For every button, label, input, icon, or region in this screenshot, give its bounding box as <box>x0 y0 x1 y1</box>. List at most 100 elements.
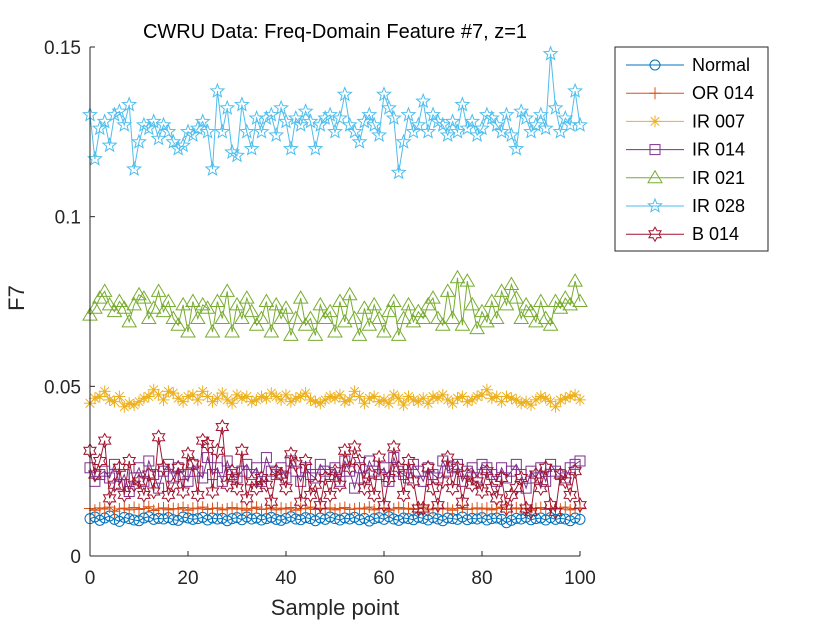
data-point <box>234 442 249 459</box>
data-point <box>485 503 498 516</box>
data-point <box>172 503 185 516</box>
data-point <box>319 393 332 406</box>
data-point <box>106 303 123 318</box>
data-point <box>238 290 255 304</box>
data-point <box>278 113 294 129</box>
data-point <box>196 385 209 398</box>
data-point <box>142 390 155 403</box>
data-point <box>128 398 141 411</box>
data-point <box>405 313 422 328</box>
data-point <box>509 480 524 497</box>
data-point <box>98 385 111 398</box>
data-point <box>405 123 422 139</box>
data-point <box>532 293 549 307</box>
data-point <box>260 452 272 464</box>
data-point <box>211 501 224 514</box>
y-tick-label: 0.1 <box>55 208 81 229</box>
data-point <box>243 140 260 156</box>
data-point <box>559 392 572 405</box>
data-point <box>180 324 196 338</box>
data-point <box>574 393 586 406</box>
data-point <box>263 106 280 122</box>
data-point <box>572 293 588 307</box>
legend-label: OR 014 <box>692 83 754 103</box>
x-tick-label: 0 <box>85 568 96 589</box>
data-point <box>170 140 187 156</box>
data-point <box>150 283 167 297</box>
data-point <box>297 317 314 331</box>
data-point <box>216 503 229 516</box>
data-point <box>434 317 451 331</box>
legend-label: IR 007 <box>692 111 745 131</box>
data-point <box>435 473 450 490</box>
data-point <box>221 515 233 527</box>
data-point <box>167 502 180 515</box>
legend: Normal OR 014 IR 007 IR 014 IR 021 IR 028 B 01… <box>614 46 769 252</box>
data-point <box>436 503 449 516</box>
data-point <box>498 296 515 311</box>
data-point <box>101 296 118 311</box>
data-point <box>307 140 324 156</box>
data-point <box>553 466 568 483</box>
data-point <box>363 501 376 514</box>
data-point <box>167 387 180 400</box>
data-point <box>338 501 351 514</box>
data-point <box>388 452 400 464</box>
data-point <box>500 390 513 403</box>
data-point <box>396 486 411 503</box>
data-point <box>523 303 539 318</box>
data-point <box>265 387 278 400</box>
data-point <box>209 82 226 98</box>
data-point <box>108 395 121 408</box>
x-axis-label: Sample point <box>271 595 399 620</box>
data-point <box>155 116 172 132</box>
data-point <box>274 466 289 483</box>
data-point <box>495 395 508 408</box>
data-point <box>573 497 587 514</box>
data-point <box>118 502 131 515</box>
data-point <box>377 497 391 514</box>
legend-label: IR 014 <box>692 140 745 160</box>
data-point <box>341 286 358 301</box>
data-point <box>309 395 322 408</box>
y-tick-label: 0.05 <box>44 377 81 398</box>
data-point <box>513 310 530 324</box>
data-point <box>152 388 165 401</box>
data-point <box>446 504 459 517</box>
data-point <box>234 310 250 324</box>
data-point <box>537 120 554 136</box>
data-point <box>113 390 126 403</box>
data-point <box>558 473 573 490</box>
data-point <box>562 296 579 311</box>
data-point <box>454 317 471 331</box>
data-point <box>518 296 534 311</box>
data-point <box>421 459 436 476</box>
data-point <box>185 456 200 473</box>
data-point <box>397 398 410 411</box>
y-tick-label: 0.15 <box>44 38 81 59</box>
data-point <box>324 390 337 403</box>
data-point <box>400 106 417 122</box>
data-point <box>446 397 459 410</box>
data-point <box>505 392 518 405</box>
data-point <box>515 397 528 410</box>
data-point <box>480 383 493 396</box>
data-point <box>410 303 427 318</box>
data-point <box>353 502 366 515</box>
data-point <box>352 452 367 470</box>
data-point <box>215 419 230 436</box>
data-point <box>474 303 490 318</box>
data-point <box>358 503 371 516</box>
data-point <box>372 449 387 466</box>
data-point <box>488 310 505 324</box>
data-point <box>309 472 321 484</box>
data-point <box>323 486 338 503</box>
data-point <box>152 502 165 515</box>
data-point <box>298 452 313 470</box>
data-point <box>189 310 206 324</box>
x-tick-label: 80 <box>471 568 492 589</box>
data-point <box>322 303 338 318</box>
data-point <box>126 160 143 176</box>
data-point <box>253 123 270 139</box>
